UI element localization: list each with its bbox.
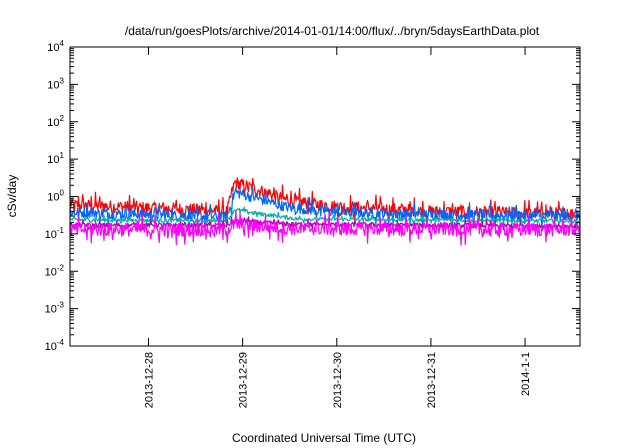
y-tick-label: 10-3 bbox=[45, 301, 65, 316]
x-axis-label: Coordinated Universal Time (UTC) bbox=[232, 431, 416, 445]
y-tick-label: 10-1 bbox=[45, 226, 65, 241]
series-line bbox=[69, 210, 581, 246]
x-tick-label: 2014-1-1 bbox=[520, 352, 532, 396]
x-tick-label: 2013-12-31 bbox=[426, 352, 438, 408]
y-tick-label: 104 bbox=[47, 39, 64, 54]
y-tick-label: 100 bbox=[47, 189, 64, 204]
plot-frame bbox=[69, 46, 581, 347]
y-tick-label: 10-2 bbox=[45, 263, 65, 278]
x-tick-label: 2013-12-28 bbox=[143, 352, 155, 408]
y-tick-label: 101 bbox=[47, 151, 64, 166]
y-tick-label: 10-4 bbox=[45, 338, 65, 353]
y-axis: 10-4 10-3 10-2 10-1 100 101 102 103 104 bbox=[45, 39, 580, 353]
series-line bbox=[69, 177, 581, 227]
y-tick-label: 102 bbox=[47, 114, 64, 129]
x-tick-label: 2013-12-29 bbox=[238, 352, 250, 408]
series-layer bbox=[69, 177, 581, 246]
x-axis: 2013-12-28 2013-12-29 2013-12-30 2013-12-31… bbox=[143, 47, 532, 408]
chart-title: /data/run/goesPlots/archive/2014-01-01/1… bbox=[125, 24, 540, 38]
x-tick-label: 2013-12-30 bbox=[332, 352, 344, 408]
y-tick-label: 103 bbox=[47, 76, 64, 91]
y-axis-label: cSv/day bbox=[5, 175, 19, 218]
